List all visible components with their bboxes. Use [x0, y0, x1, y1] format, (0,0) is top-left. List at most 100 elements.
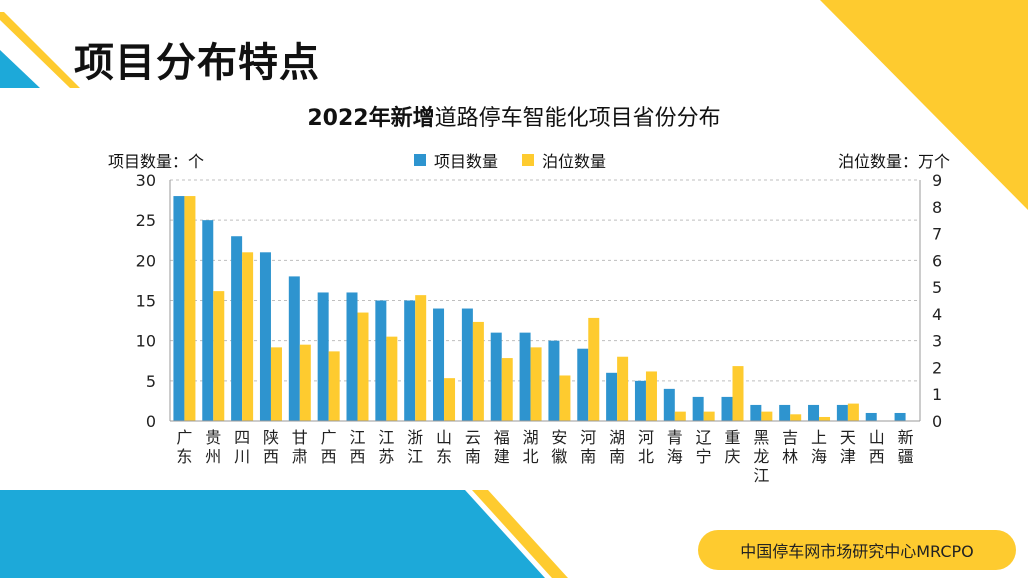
left-tick-label: 25	[136, 211, 156, 230]
top-left-yellow-stripe	[0, 12, 80, 88]
bar-spaces	[703, 411, 715, 421]
bar-projects	[346, 292, 358, 421]
category-label: 新疆	[898, 428, 914, 466]
bar-spaces	[386, 336, 398, 421]
bottom-left-cyan-band	[0, 490, 545, 578]
bar-projects	[404, 300, 416, 421]
category-label: 山西	[869, 428, 885, 466]
bar-projects	[433, 308, 445, 421]
bar-projects	[375, 300, 387, 421]
bar-projects	[721, 396, 733, 421]
left-axis-label: 项目数量：个	[108, 152, 205, 171]
bar-spaces	[357, 312, 369, 421]
bar-spaces	[472, 321, 484, 421]
bar-projects	[779, 404, 791, 421]
category-label: 河北	[638, 428, 654, 466]
bar-spaces	[761, 411, 773, 421]
bar-spaces	[588, 317, 600, 421]
bar-projects	[634, 380, 646, 421]
bar-projects	[692, 396, 704, 421]
right-tick-label: 0	[932, 412, 942, 431]
bar-spaces	[674, 411, 686, 421]
bar-spaces	[242, 252, 254, 421]
category-label: 安徽	[551, 428, 567, 466]
right-tick-label: 8	[932, 198, 942, 217]
bar-projects	[317, 292, 329, 421]
category-label: 上海	[811, 428, 827, 466]
category-label: 四川	[234, 428, 250, 466]
bar-projects	[894, 412, 906, 421]
category-label: 山东	[436, 428, 452, 466]
category-label: 广东	[176, 428, 192, 466]
bar-projects	[808, 404, 820, 421]
category-label: 福建	[494, 428, 510, 466]
bar-projects	[202, 220, 214, 421]
chart-title-rest: 道路停车智能化项目省份分布	[434, 106, 721, 131]
bar-projects	[490, 332, 502, 421]
category-label: 贵州	[205, 428, 221, 466]
category-label: 吉林	[782, 428, 798, 466]
bar-spaces	[530, 347, 542, 421]
bar-projects	[836, 404, 848, 421]
bar-spaces	[415, 295, 427, 421]
right-tick-label: 6	[932, 251, 942, 270]
category-label: 江苏	[378, 428, 394, 466]
bar-spaces	[559, 375, 571, 421]
bar-projects	[259, 252, 271, 421]
chart-title-bold: 2022年新增	[307, 106, 435, 131]
right-tick-label: 2	[932, 358, 942, 377]
footer-source-label: 中国停车网市场研究中心MRCPO	[740, 542, 974, 561]
legend-item-projects: 项目数量	[414, 148, 498, 172]
bar-spaces	[501, 358, 513, 421]
right-tick-label: 1	[932, 385, 942, 404]
legend-swatch-yellow	[522, 154, 535, 166]
bar-spaces	[790, 414, 802, 421]
top-left-cyan-triangle	[0, 50, 40, 88]
category-label: 浙江	[407, 428, 423, 466]
left-tick-label: 0	[146, 412, 156, 431]
category-label: 湖北	[523, 428, 539, 466]
chart-legend: 项目数量 泊位数量	[414, 148, 606, 172]
bar-spaces	[299, 344, 311, 421]
bar-projects	[461, 308, 473, 421]
category-label: 甘肃	[292, 428, 308, 466]
bar-projects	[606, 372, 618, 421]
bar-projects	[173, 196, 185, 421]
right-axis-label: 泊位数量：万个	[838, 152, 951, 171]
bottom-yellow-stripe	[472, 490, 568, 578]
category-label: 云南	[465, 428, 481, 466]
right-tick-label: 9	[932, 171, 942, 190]
bar-projects	[548, 340, 560, 421]
legend-label-projects: 项目数量	[434, 152, 499, 171]
bar-spaces	[184, 196, 196, 421]
bar-projects	[231, 236, 243, 421]
bar-spaces	[819, 416, 831, 421]
category-label: 河南	[580, 428, 596, 466]
category-label: 重庆	[724, 428, 740, 466]
bar-projects	[663, 388, 675, 421]
bar-projects	[865, 412, 877, 421]
category-label: 天津	[840, 428, 856, 466]
bar-projects	[750, 404, 762, 421]
left-tick-label: 30	[136, 171, 156, 190]
legend-swatch-blue	[414, 154, 426, 166]
left-tick-label: 5	[146, 372, 156, 391]
category-label: 广西	[321, 428, 337, 466]
bar-spaces	[213, 291, 225, 421]
bar-spaces	[732, 366, 744, 421]
category-label: 陕西	[263, 428, 279, 466]
category-label: 江西	[349, 428, 365, 466]
left-tick-label: 10	[136, 332, 156, 351]
chart-title: 2022年新增道路停车智能化项目省份分布	[0, 100, 1028, 132]
bar-projects	[577, 348, 589, 421]
left-tick-label: 20	[136, 251, 156, 270]
page-title: 项目分布特点	[74, 40, 320, 86]
category-label: 黑龙江	[753, 428, 769, 485]
bar-projects	[519, 332, 531, 421]
bar-spaces	[444, 378, 456, 421]
top-right-yellow-block	[820, 0, 1028, 210]
bar-spaces	[847, 403, 859, 421]
legend-item-spaces: 泊位数量	[522, 148, 606, 172]
bar-spaces	[328, 351, 340, 421]
